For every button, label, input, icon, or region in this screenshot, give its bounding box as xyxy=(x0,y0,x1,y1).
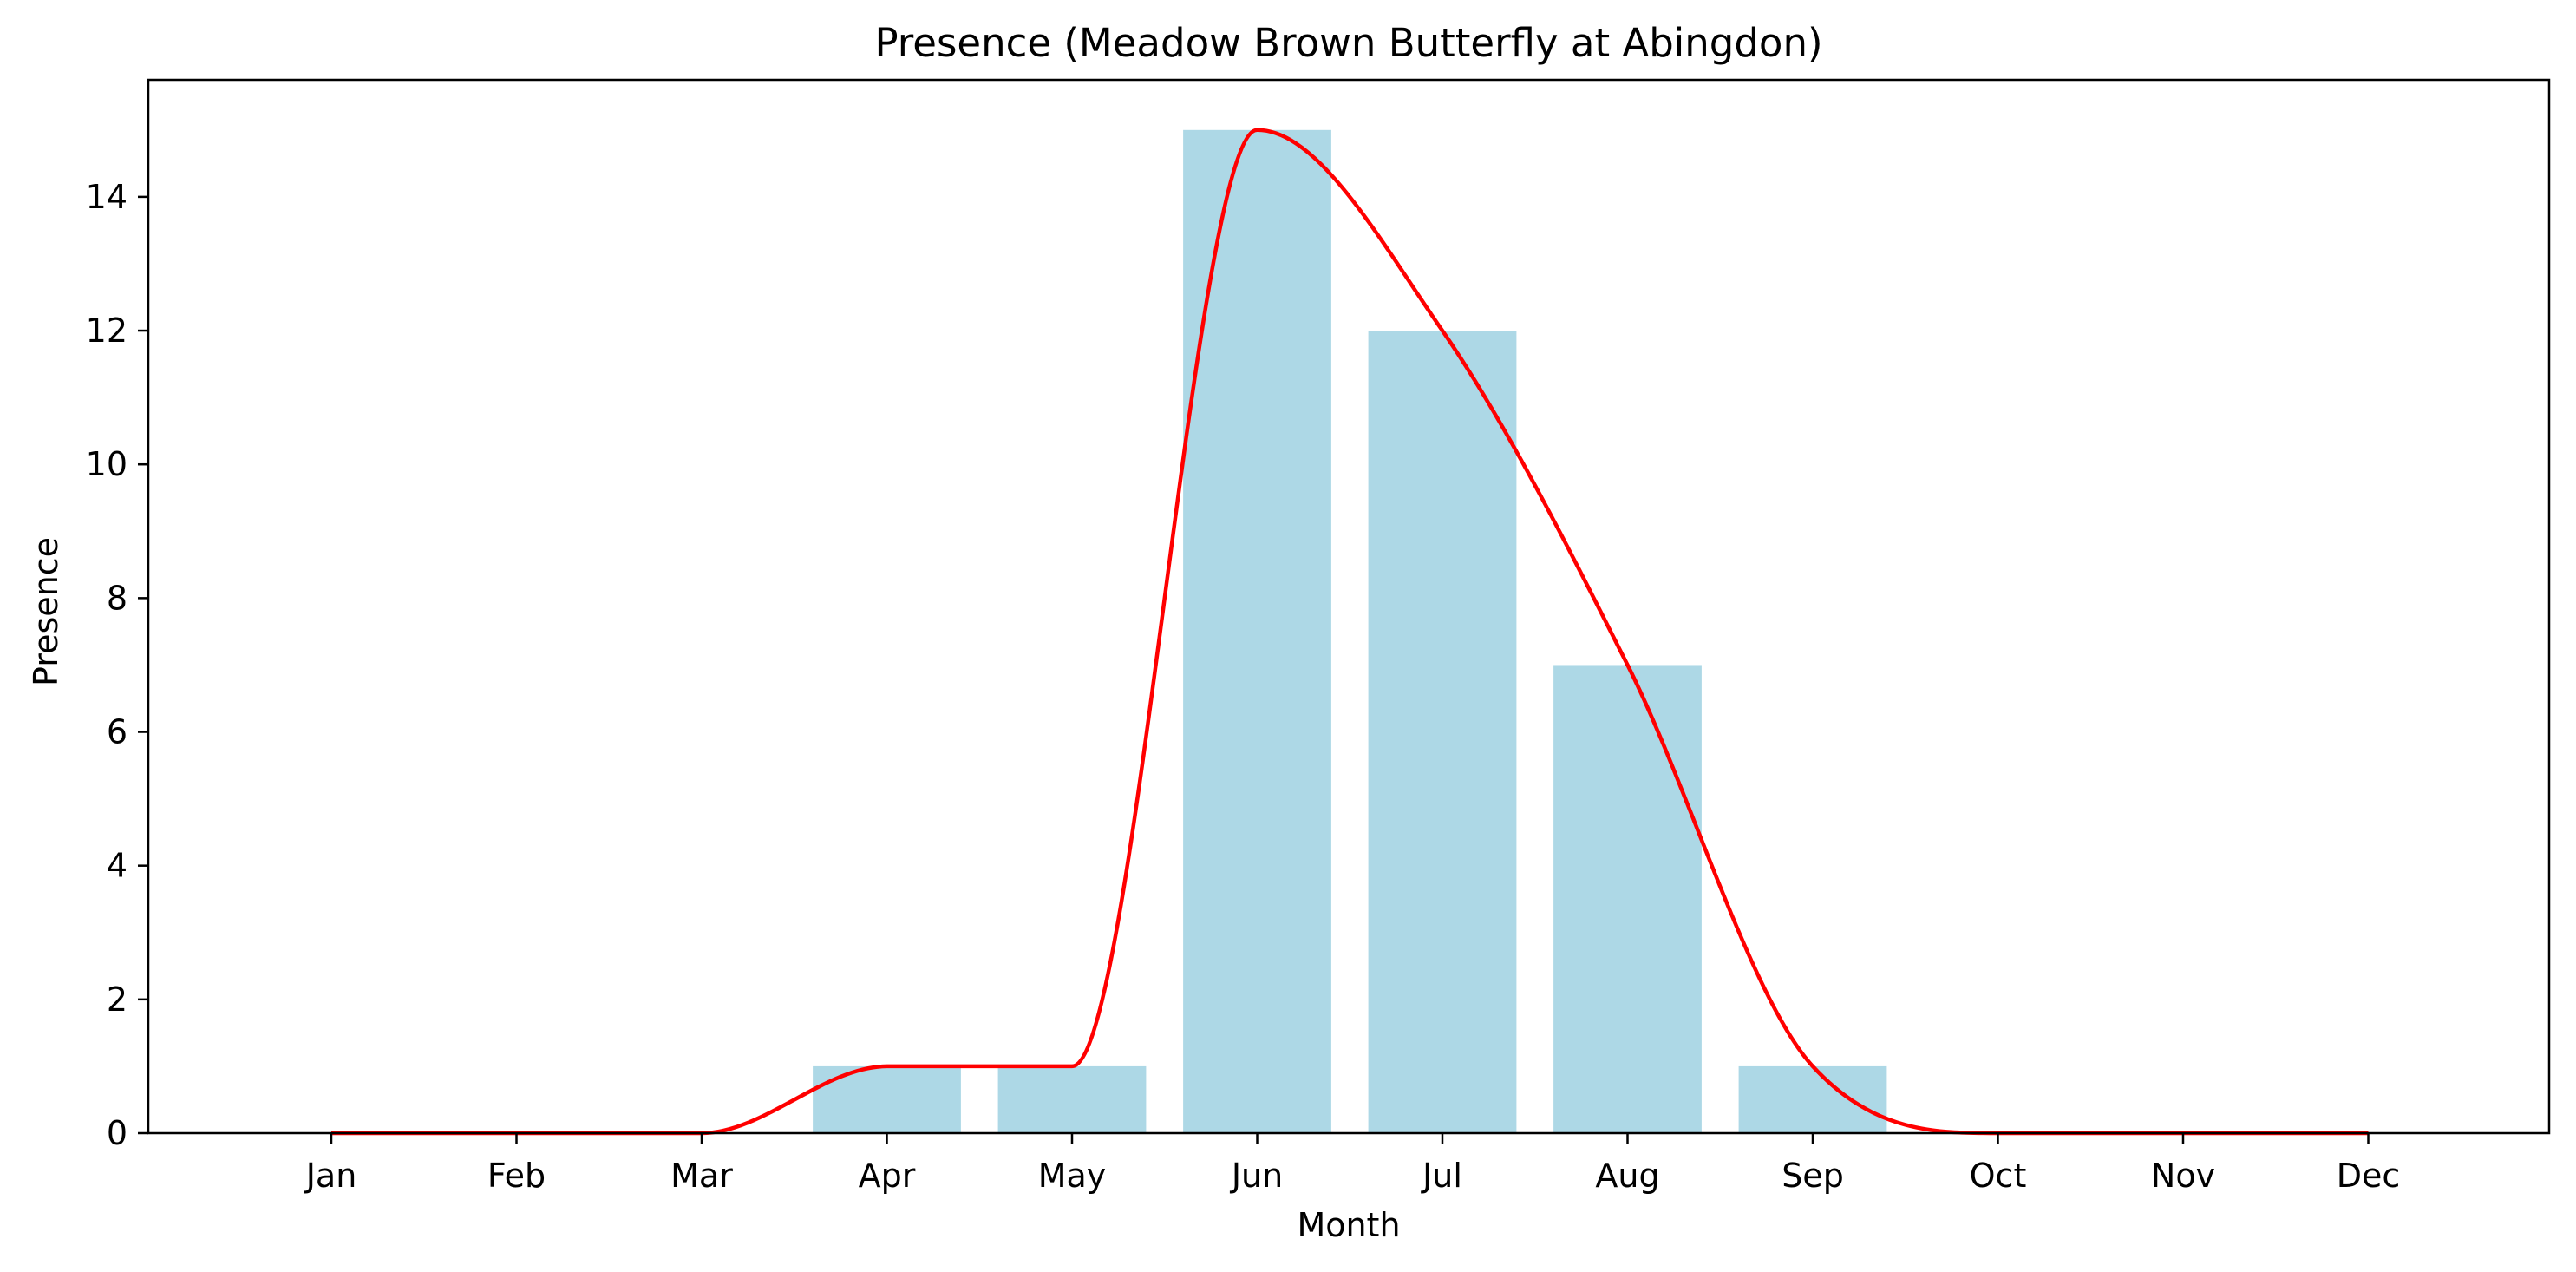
y-tick-label: 10 xyxy=(86,445,127,483)
y-tick-label: 6 xyxy=(107,713,127,751)
x-axis: Jan Feb Mar Apr May Jun Jul Aug Sep Oct Nov Dec xyxy=(304,1133,2401,1195)
y-tick-label: 8 xyxy=(107,579,127,617)
bar-jun xyxy=(1183,129,1331,1133)
x-tick-label: Dec xyxy=(2337,1157,2401,1195)
y-tick-label: 0 xyxy=(107,1114,127,1152)
bars-layer xyxy=(813,129,1887,1133)
bar-sep xyxy=(1738,1065,1887,1133)
x-tick-label: Mar xyxy=(670,1157,733,1195)
plot-frame xyxy=(147,78,2551,1135)
x-tick-label: Apr xyxy=(859,1157,916,1195)
bar-apr xyxy=(813,1065,961,1133)
x-tick-label: May xyxy=(1038,1157,1107,1195)
x-tick-label: Jun xyxy=(1230,1157,1283,1195)
y-tick-label: 14 xyxy=(86,178,127,216)
bar-may xyxy=(997,1065,1147,1133)
bar-aug xyxy=(1553,665,1702,1133)
x-tick-label: Jan xyxy=(304,1157,357,1195)
chart-title: Presence (Meadow Brown Butterfly at Abin… xyxy=(874,20,1822,66)
y-tick-label: 12 xyxy=(86,311,127,350)
x-tick-label: Aug xyxy=(1595,1157,1659,1195)
y-axis-label: Presence xyxy=(27,537,65,686)
y-tick-label: 2 xyxy=(107,980,127,1019)
bar-jul xyxy=(1368,331,1517,1133)
y-axis: 0 2 4 6 8 10 12 14 xyxy=(86,178,148,1152)
x-tick-label: Nov xyxy=(2151,1157,2215,1195)
x-tick-label: Feb xyxy=(487,1157,546,1195)
x-tick-label: Oct xyxy=(1970,1157,2027,1195)
x-axis-label: Month xyxy=(1297,1206,1400,1244)
x-tick-label: Sep xyxy=(1782,1157,1844,1195)
x-tick-label: Jul xyxy=(1421,1157,1462,1195)
y-tick-label: 4 xyxy=(107,847,127,885)
